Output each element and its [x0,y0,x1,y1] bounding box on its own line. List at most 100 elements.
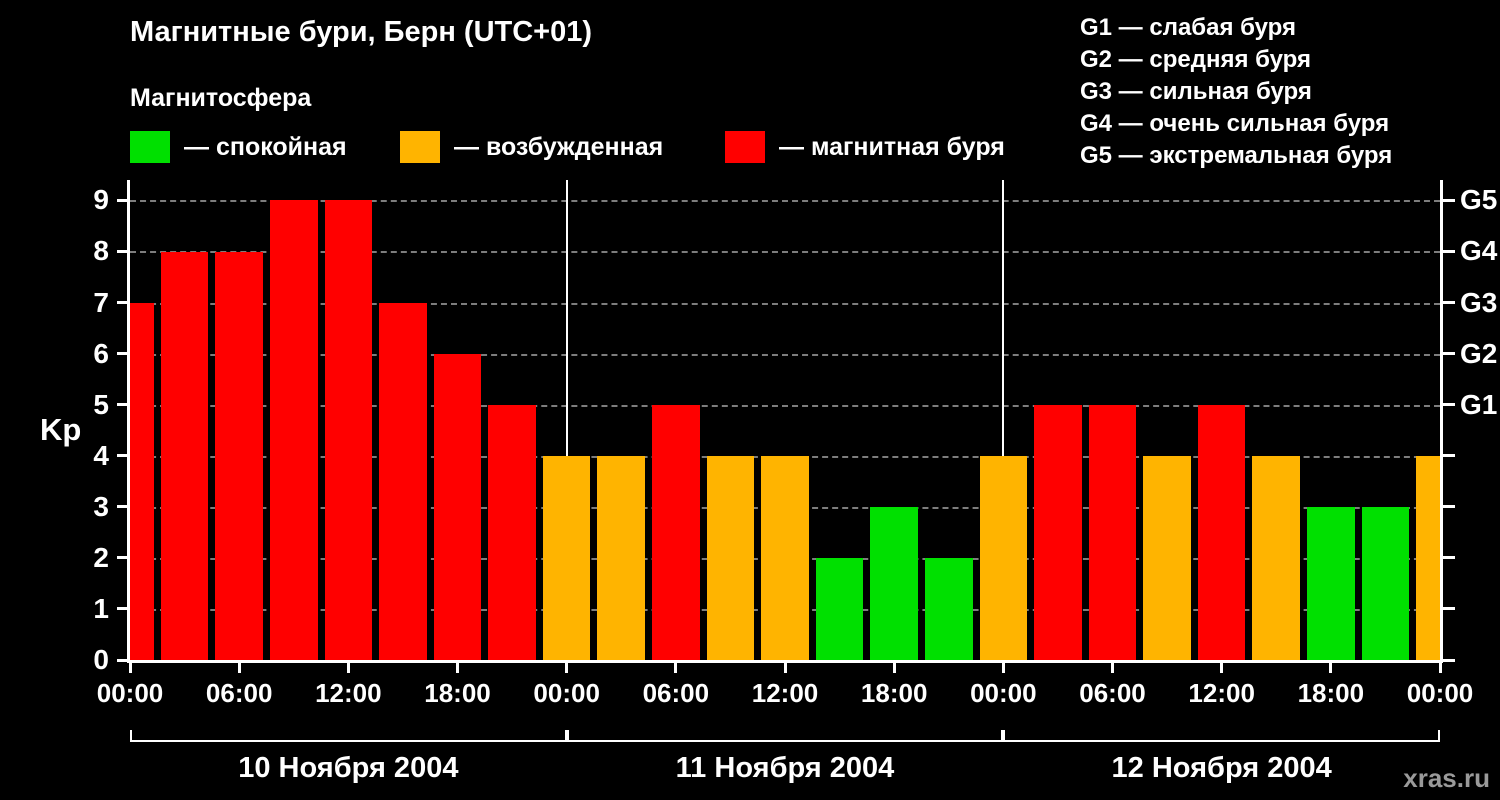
day-bracket-tick [564,730,567,742]
kp-bar [870,506,918,660]
g-axis-label-g3: G3 [1460,286,1498,318]
magnetosphere-legend: — спокойная — возбужденная — магнитная б… [0,130,1500,166]
gridline-kp-6 [130,353,1440,356]
legend-item-excited: — возбужденная [400,130,663,164]
x-tick-mark [892,663,896,673]
excited-color-swatch [400,131,440,163]
y-tick-label: 0 [93,644,109,675]
kp-bar [924,557,973,660]
kp-bar [160,251,209,660]
page-title: Магнитные бури, Берн (UTC+01) [130,16,593,48]
day-boundary-line [565,180,568,660]
x-tick-mark [128,663,132,673]
kp-bar [433,353,482,660]
day-bracket-tick [1001,730,1004,742]
bars-clip [130,180,1440,660]
x-tick-label: 00:00 [970,678,1037,708]
gridline-kp-5 [130,404,1440,407]
x-tick-mark [565,663,569,673]
x-tick-mark [1438,663,1442,673]
y-tick-mark [117,505,129,509]
gridline-kp-8 [130,251,1440,254]
x-tick-label: 18:00 [1297,678,1365,708]
g-scale-line-g5: G5 — экстремальная буря [1080,142,1393,169]
kp-bar [542,455,591,660]
legend-item-storm: — магнитная буря [725,130,1005,164]
y-tick-label: 6 [93,337,109,369]
y-tick-mark-right [1443,658,1455,662]
kp-bar [979,455,1028,660]
legend-label-storm: — магнитная буря [779,132,1005,161]
g-scale-line-g2: G2 — средняя буря [1080,46,1311,73]
y-axis-line [127,180,130,663]
y-tick-mark [117,454,129,458]
kp-bar [652,404,700,660]
x-tick-label: 06:00 [205,678,273,708]
gridline-kp-7 [130,302,1440,305]
y-tick-mark-right [1443,454,1455,458]
day-bracket-tick [1003,730,1006,742]
date-label: 12 Ноября 2004 [1111,752,1332,784]
kp-bar [1034,404,1082,660]
kp-bar [1197,404,1246,660]
y-tick-mark-right [1443,505,1455,509]
gridline-kp-9 [130,200,1440,203]
y-tick-mark-right [1443,301,1455,305]
x-tick-label: 18:00 [860,678,928,708]
legend-label-quiet: — спокойная [184,132,347,161]
y-tick-label: 1 [93,592,109,624]
kp-bar [324,200,373,660]
day-bracket-line [1003,740,1440,742]
x-tick-label: 06:00 [642,678,710,708]
right-axis-line [1440,180,1443,663]
y-tick-mark [117,198,129,202]
g-axis-label-g2: G2 [1460,337,1498,369]
x-tick-mark [237,663,241,673]
x-tick-mark [674,663,678,673]
y-tick-mark-right [1443,556,1455,560]
x-tick-mark [1111,663,1114,673]
kp-bar [597,455,646,660]
x-tick-label: 00:00 [533,678,600,708]
legend-item-quiet: — спокойная [130,130,347,164]
kp-bar [1307,506,1355,660]
kp-bar [130,302,154,660]
x-axis-line [127,660,1443,663]
x-tick-mark [1329,663,1333,673]
y-tick-mark [117,352,129,356]
date-label: 11 Ноября 2004 [675,752,895,784]
day-bracket-tick [1438,730,1440,742]
y-tick-label: 7 [93,286,109,318]
day-bracket-tick [566,730,569,742]
x-tick-label: 18:00 [424,678,491,708]
x-tick-label: 12:00 [315,678,382,708]
y-tick-mark [117,556,129,560]
kp-bar [269,200,318,660]
kp-bar [1252,455,1301,660]
x-tick-label: 00:00 [96,678,164,708]
x-tick-mark [783,663,787,673]
plot-area: 0 1 2 3 4 5 6 7 8 9 G1 G2 G3 G4 G5 00:00 06:00 12:00 18:00… [93,180,1497,784]
y-tick-label: 5 [93,388,109,420]
g-axis-label-g4: G4 [1460,235,1498,267]
y-tick-label: 4 [93,439,109,471]
g-axis-label-g1: G1 [1460,388,1498,420]
kp-bar [1361,506,1410,660]
g-scale-line-g3: G3 — сильная буря [1080,78,1312,105]
kp-bar [379,302,427,660]
quiet-color-swatch [130,131,170,163]
kp-bar [761,455,809,660]
day-boundary-line [1002,180,1005,660]
y-tick-label: 3 [93,490,109,522]
y-tick-mark-right [1443,403,1455,407]
y-tick-mark [117,607,129,611]
magnetosphere-subtitle: Магнитосфера [130,84,312,112]
x-tick-mark [456,663,459,673]
kp-bar [1416,455,1440,660]
y-tick-mark-right [1443,249,1455,253]
legend-label-excited: — возбужденная [454,132,664,161]
storm-color-swatch [725,131,765,163]
x-tick-label: 00:00 [1406,678,1474,708]
date-label: 10 Ноября 2004 [238,752,459,784]
